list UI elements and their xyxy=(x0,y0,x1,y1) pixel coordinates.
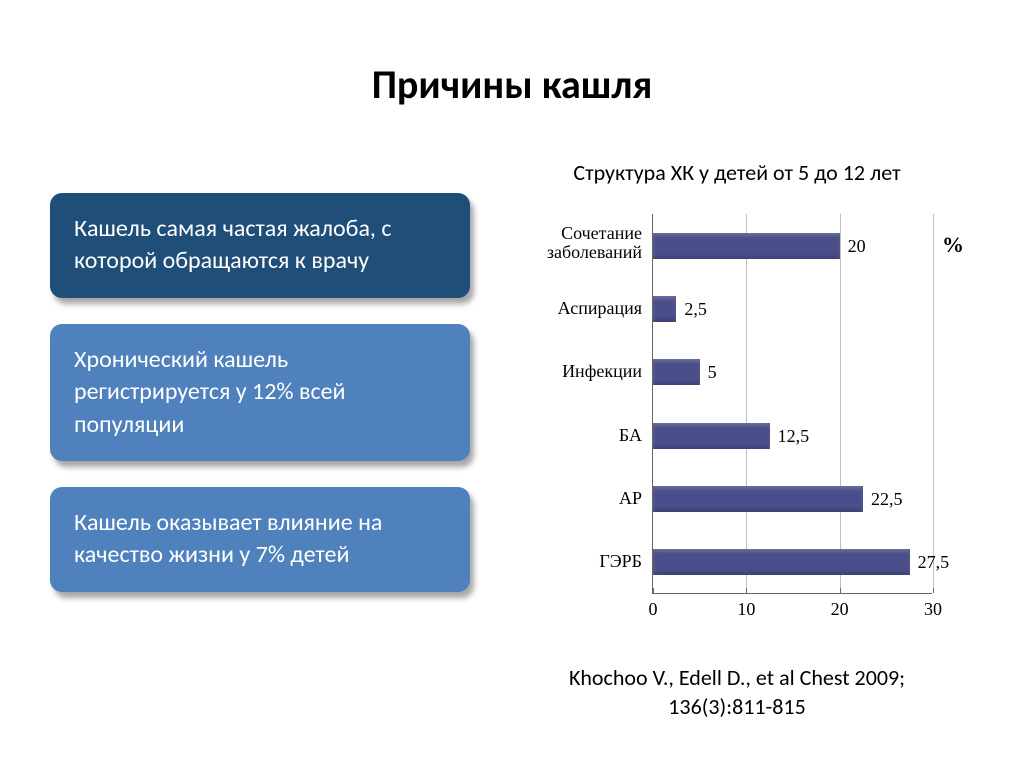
bar-row xyxy=(653,359,700,385)
bar-category-label: Аспирация xyxy=(492,299,642,319)
bar-value-label: 27,5 xyxy=(918,552,950,573)
bar-row xyxy=(653,486,863,512)
x-tick: 30 xyxy=(924,599,942,620)
chart-title: Структура ХК у детей от 5 до 12 лет xyxy=(573,159,900,186)
x-tick: 0 xyxy=(649,599,658,620)
info-box-1: Кашель самая частая жалоба, с которой об… xyxy=(50,193,470,298)
bar-category-label: Инфекции xyxy=(492,362,642,382)
info-box-2: Хронический кашель регистрируется у 12% … xyxy=(50,324,470,461)
bar-row xyxy=(653,296,676,322)
citation-line-2: 136(3):811-815 xyxy=(668,693,805,720)
x-tick: 10 xyxy=(737,599,755,620)
info-boxes: Кашель самая частая жалоба, с которой об… xyxy=(50,193,470,592)
bar xyxy=(653,296,676,322)
bar xyxy=(653,486,863,512)
bar-category-label: ГЭРБ xyxy=(492,552,642,572)
citation: Khochoo V., Edell D., et al Chest 2009; … xyxy=(569,664,905,721)
bar-value-label: 22,5 xyxy=(871,489,903,510)
bar-value-label: 2,5 xyxy=(684,299,707,320)
bar xyxy=(653,359,700,385)
bar-category-label: Сочетание заболеваний xyxy=(492,224,642,264)
bar xyxy=(653,549,910,575)
percent-label: % xyxy=(942,232,964,258)
bar-chart: 0102030Сочетание заболеваний20Аспирация2… xyxy=(502,204,972,634)
bar xyxy=(653,233,840,259)
slide-title: Причины кашля xyxy=(50,60,974,109)
x-tick: 20 xyxy=(831,599,849,620)
bar-value-label: 12,5 xyxy=(778,426,810,447)
bar-category-label: БА xyxy=(492,426,642,446)
bar-value-label: 5 xyxy=(708,362,717,383)
bar-row xyxy=(653,233,840,259)
citation-line-1: Khochoo V., Edell D., et al Chest 2009; xyxy=(569,664,905,691)
bar-row xyxy=(653,423,770,449)
bar-value-label: 20 xyxy=(848,236,866,257)
bar-category-label: АР xyxy=(492,489,642,509)
bar xyxy=(653,423,770,449)
info-box-3: Кашель оказывает влияние на качество жиз… xyxy=(50,487,470,592)
bar-row xyxy=(653,549,910,575)
